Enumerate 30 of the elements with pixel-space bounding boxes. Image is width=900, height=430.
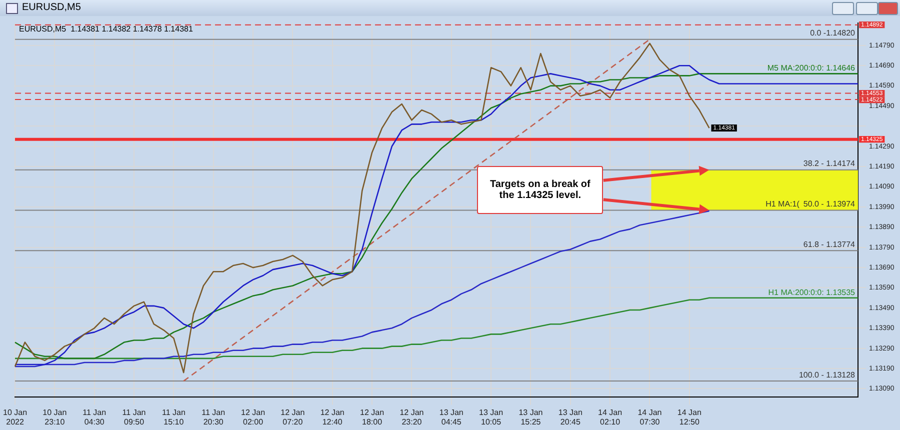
x-tick-label: 11 Jan 04:30 [82, 408, 106, 426]
x-tick-label: 13 Jan 20:45 [558, 408, 582, 426]
x-tick-label: 12 Jan 12:40 [320, 408, 344, 426]
annotation: H1 MA:1( [766, 199, 800, 208]
annotation: M5 MA:200:0:0: 1.14646 [767, 64, 856, 73]
x-tick-label: 14 Jan 02:10 [598, 408, 622, 426]
annotation: 100.0 - 1.13128 [798, 370, 856, 380]
x-tick-label: 14 Jan 07:30 [638, 408, 662, 426]
x-tick-label: 11 Jan 15:10 [162, 408, 186, 426]
x-tick-label: 11 Jan 20:30 [202, 408, 226, 426]
annotation: 38.2 - 1.14174 [803, 159, 856, 168]
annotation: 50.0 - 1.13974 [803, 199, 856, 208]
annotation: 0.0 -1.14820 [810, 28, 856, 38]
x-tick-label: 12 Jan 07:20 [280, 408, 305, 426]
x-tick-label: 13 Jan 15:25 [518, 408, 543, 426]
x-tick-label: 12 Jan 23:20 [400, 408, 424, 426]
annotation: 61.8 - 1.13774 [803, 240, 856, 249]
x-tick-label: 10 Jan 23:10 [42, 408, 67, 426]
x-tick-label: 14 Jan 12:50 [677, 408, 702, 426]
annotation: H1 MA:200:0:0: 1.13535 [768, 288, 856, 298]
line-series [182, 38, 650, 382]
chart-title: EURUSD,M5 [22, 1, 81, 15]
x-tick-label: 13 Jan 04:45 [439, 408, 464, 426]
x-tick-label: 12 Jan 02:00 [241, 408, 266, 426]
callout-box: Targets on a break of the 1.14325 level. [476, 166, 604, 214]
x-tick-label: 11 Jan 09:50 [122, 408, 146, 426]
x-tick-label: 12 Jan 18:00 [360, 408, 384, 426]
x-tick-label: 13 Jan 10:05 [479, 408, 504, 426]
x-tick-label: 10 Jan 2022 [2, 408, 28, 426]
chart-subtitle: EURUSD,M5 1.14381 1.14382 1.14378 1.14381 [19, 24, 194, 34]
